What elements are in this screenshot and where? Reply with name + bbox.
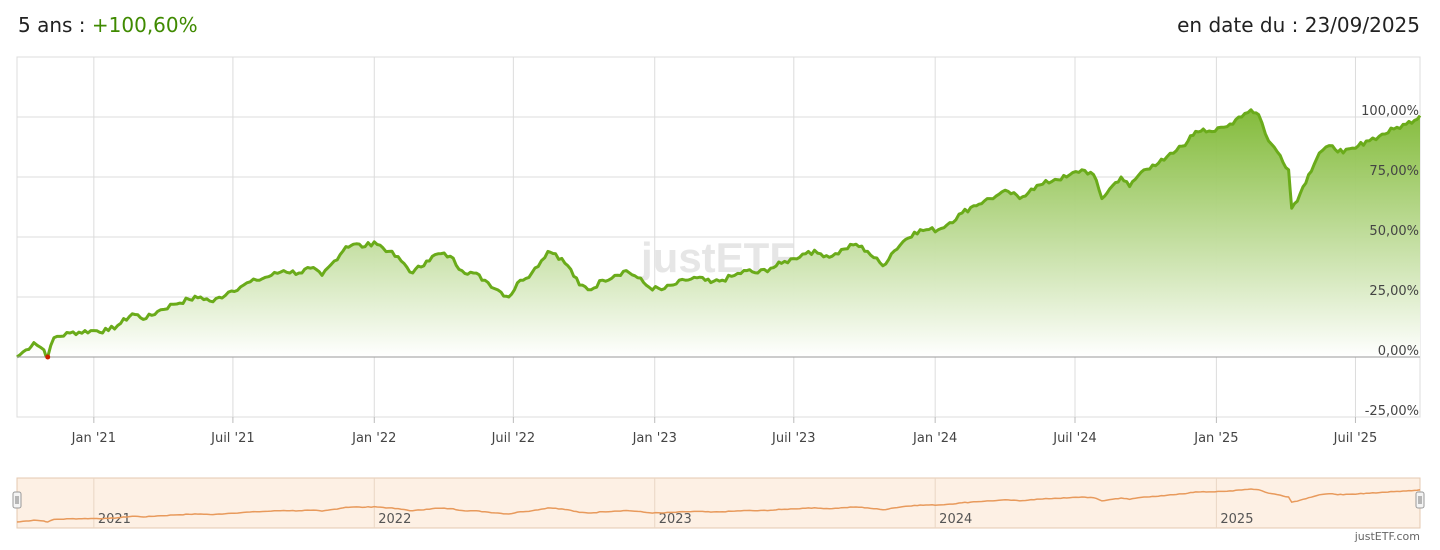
x-tick-label: Jan '21 [71, 431, 116, 446]
as-of-date: en date du : 23/09/2025 [1177, 13, 1420, 37]
navigator-background [16, 477, 1421, 529]
y-tick-label: 0,00% [1378, 344, 1419, 359]
navigator-year-label: 2022 [378, 512, 411, 527]
performance-line [16, 108, 1422, 359]
x-tick-label: Juil '24 [1052, 431, 1097, 446]
period-performance: 5 ans : +100,60% [18, 13, 198, 37]
x-tick-label: Juil '23 [771, 431, 816, 446]
y-tick-label: 50,00% [1369, 224, 1419, 239]
navigator-year-label: 2025 [1220, 512, 1253, 527]
y-tick-label: 25,00% [1369, 284, 1419, 299]
x-tick-label: Jan '22 [351, 431, 396, 446]
x-tick-label: Juil '25 [1333, 431, 1378, 446]
navigator-year-label: 2024 [939, 512, 972, 527]
negative-dip-marker [45, 354, 51, 360]
x-tick-label: Jan '23 [632, 431, 677, 446]
performance-area [17, 109, 1420, 357]
y-tick-label: 75,00% [1369, 164, 1419, 179]
x-tick-label: Jan '25 [1193, 431, 1238, 446]
credit-text: justETF.com [1354, 530, 1420, 543]
period-label: 5 ans : [18, 13, 86, 37]
navigator-year-label: 2021 [98, 512, 131, 527]
navigator-line [16, 488, 1421, 523]
navigator-left-handle[interactable] [12, 491, 22, 509]
performance-value: +100,60% [91, 13, 198, 37]
x-tick-label: Juil '21 [210, 431, 255, 446]
y-tick-label: 100,00% [1361, 104, 1419, 119]
navigator-right-handle[interactable] [1415, 491, 1425, 509]
x-tick-label: Juil '22 [491, 431, 536, 446]
range-navigator[interactable]: 2021 2022 2023 2024 2025 [12, 477, 1425, 529]
x-axis: Jan '21 Juil '21 Jan '22 Juil '22 Jan '23 Jui… [71, 417, 1378, 446]
y-tick-label: -25,00% [1365, 404, 1419, 419]
navigator-year-label: 2023 [659, 512, 692, 527]
y-axis: -25,00% 0,00% 25,00% 50,00% 75,00% 100,00% [1361, 104, 1419, 419]
x-tick-label: Jan '24 [912, 431, 957, 446]
